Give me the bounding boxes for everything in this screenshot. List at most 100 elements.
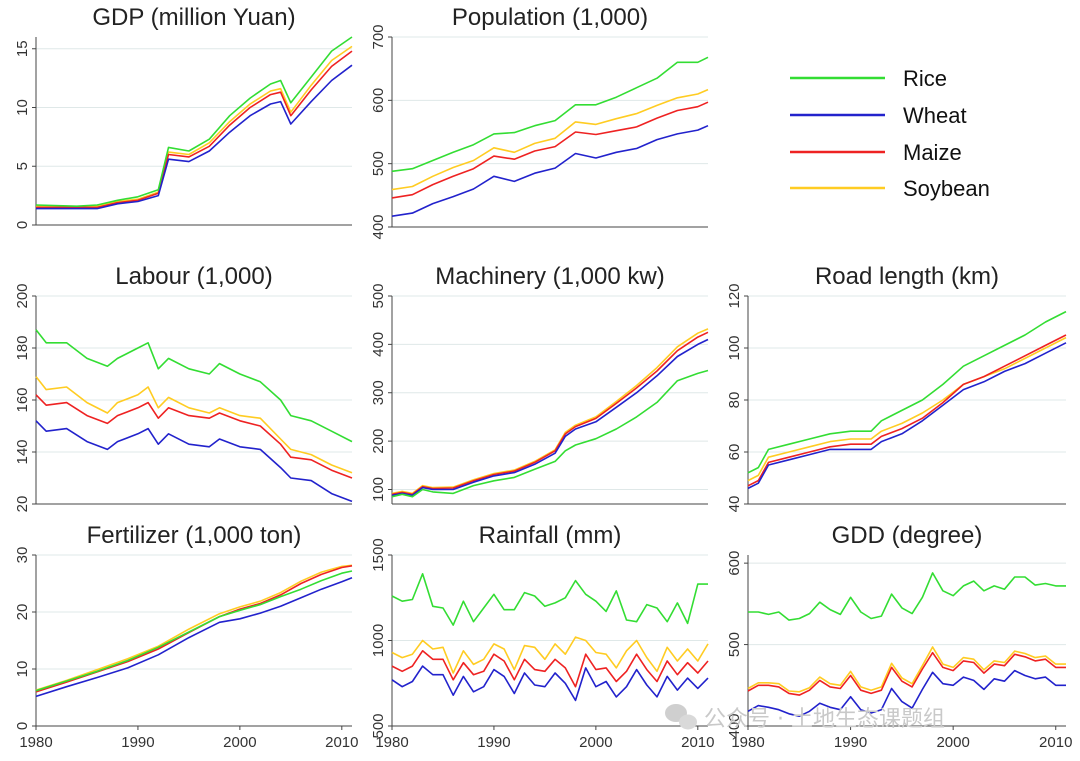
series-line-soybean (35, 376, 353, 474)
y-tick-label: 0 (14, 221, 31, 229)
y-tick-label: 400 (726, 713, 743, 738)
y-tick-label: 15 (14, 40, 31, 57)
x-tick-label: 1990 (834, 734, 867, 751)
series-line-maize (747, 334, 1067, 487)
y-tick-label: 500 (370, 151, 387, 176)
x-tick-label: 1980 (375, 734, 408, 751)
y-tick-label: 100 (370, 477, 387, 502)
series-line-rice (748, 572, 1066, 621)
panel-gdp-million-yuan: GDP (million Yuan) 0 5 10 15 (14, 4, 353, 229)
series-line-maize (36, 50, 353, 209)
x-tick-label: 2000 (579, 734, 612, 751)
y-tick-label: 20 (14, 496, 31, 513)
series-line-rice (747, 310, 1067, 474)
series-line-soybean (35, 564, 353, 691)
panel-machinery-1-000-kw: Machinery (1,000 kw) 100 200 300 400 500 (370, 263, 709, 505)
y-tick-label: 400 (370, 214, 387, 239)
legend-item-soybean: Soybean (790, 176, 990, 201)
series-line-wheat (35, 420, 353, 503)
series-line-soybean (391, 88, 709, 191)
y-tick-label: 10 (14, 99, 31, 116)
panel-title: GDP (million Yuan) (92, 4, 295, 31)
y-tick-label: 120 (726, 283, 743, 308)
x-tick-label: 1990 (121, 734, 154, 751)
legend-label-rice: Rice (903, 66, 947, 91)
x-tick-label: 2010 (681, 734, 714, 751)
series-line-soybean (747, 336, 1067, 482)
panel-fertilizer-1-000-ton: Fertilizer (1,000 ton) 0 10 20 30 1980 1990 200… (14, 522, 358, 751)
series-line-soybean (391, 328, 709, 495)
legend-item-wheat: Wheat (790, 103, 967, 128)
y-tick-label: 100 (726, 335, 743, 360)
series-line-wheat (391, 665, 709, 702)
panel-title: Fertilizer (1,000 ton) (87, 522, 302, 549)
y-tick-label: 600 (726, 551, 743, 576)
series-line-maize (391, 649, 709, 688)
series-line-soybean (747, 646, 1066, 693)
series-line-wheat (36, 64, 353, 210)
y-tick-label: 160 (14, 387, 31, 412)
series-line-maize (35, 394, 353, 479)
x-tick-label: 2010 (325, 734, 358, 751)
legend-item-rice: Rice (790, 66, 947, 91)
y-tick-label: 60 (726, 444, 743, 461)
y-tick-label: 140 (14, 439, 31, 464)
panel-rainfall-mm: Rainfall (mm) 500 1000 1500 1980 1990 2000 2010 (370, 522, 714, 751)
y-tick-label: 200 (14, 283, 31, 308)
y-tick-label: 40 (726, 496, 743, 513)
series-line-maize (747, 651, 1066, 696)
legend: Rice Wheat Maize Soybean (790, 66, 990, 201)
y-tick-label: 500 (370, 713, 387, 738)
y-tick-label: 0 (14, 722, 31, 730)
wechat-icon (665, 704, 697, 730)
legend-label-wheat: Wheat (903, 103, 967, 128)
panel-title: Road length (km) (815, 263, 999, 290)
x-tick-label: 1980 (731, 734, 764, 751)
panel-labour-1-000: Labour (1,000) 20 140 160 180 200 (14, 263, 353, 513)
panel-title: GDD (degree) (832, 522, 983, 549)
panel-gdd-degree: GDD (degree) 400 500 600 1980 1990 2000 2010 (726, 522, 1072, 751)
y-tick-label: 500 (370, 283, 387, 308)
series-line-soybean (391, 636, 709, 674)
panel-title: Rainfall (mm) (479, 522, 622, 549)
panel-road-length-km: Road length (km) 40 60 80 100 120 (726, 263, 1067, 513)
x-tick-label: 1990 (477, 734, 510, 751)
legend-label-soybean: Soybean (903, 176, 990, 201)
series-line-rice (35, 36, 353, 207)
y-tick-label: 180 (14, 335, 31, 360)
y-tick-label: 200 (370, 429, 387, 454)
panel-title: Labour (1,000) (115, 263, 272, 290)
x-tick-label: 2000 (223, 734, 256, 751)
series-line-wheat (391, 338, 709, 497)
y-tick-label: 80 (726, 392, 743, 409)
y-tick-label: 600 (370, 88, 387, 113)
y-tick-label: 1000 (370, 624, 387, 657)
panel-population-1-000: Population (1,000) 400 500 600 700 (370, 4, 709, 240)
y-tick-label: 20 (14, 604, 31, 621)
y-tick-label: 400 (370, 332, 387, 357)
x-tick-label: 2010 (1039, 734, 1072, 751)
series-line-rice (391, 572, 708, 626)
x-tick-label: 1980 (19, 734, 52, 751)
watermark-text: 公众号 · 土地生态课题组 (704, 707, 945, 732)
panel-title: Machinery (1,000 kw) (435, 263, 664, 290)
series-line-maize (391, 101, 709, 199)
series-line-rice (35, 329, 353, 443)
y-tick-label: 5 (14, 162, 31, 170)
y-tick-label: 10 (14, 661, 31, 678)
series-line-wheat (35, 577, 353, 698)
series-line-maize (391, 331, 709, 496)
y-tick-label: 500 (726, 632, 743, 657)
y-tick-label: 30 (14, 547, 31, 564)
series-line-wheat (391, 124, 709, 217)
series-line-rice (391, 56, 709, 173)
watermark: 公众号 · 土地生态课题组 (665, 704, 945, 732)
y-tick-label: 1500 (370, 538, 387, 571)
series-line-soybean (35, 45, 353, 209)
legend-item-maize: Maize (790, 140, 962, 165)
y-tick-label: 700 (370, 24, 387, 49)
series-line-rice (391, 369, 709, 498)
x-tick-label: 2000 (936, 734, 969, 751)
chart-panels: GDP (million Yuan) 0 5 10 15 Population (1,00… (14, 4, 1072, 751)
